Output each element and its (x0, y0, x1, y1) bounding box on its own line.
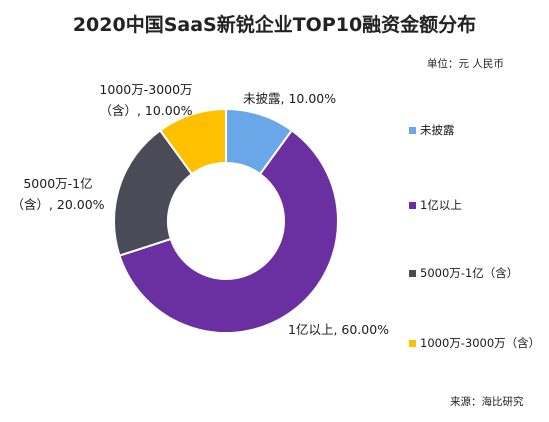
data-label-1: 1亿以上, 60.00% (288, 322, 389, 337)
legend-label: 1000万-3000万（含） (420, 336, 541, 350)
data-labels: 未披露, 10.00% 1亿以上, 60.00% 5000万-1亿（含）, 20.0… (11, 82, 389, 337)
source-note: 来源：海比研究 (450, 396, 524, 408)
unit-note: 单位：元 人民币 (427, 58, 504, 70)
legend-item-2: 5000万-1亿（含） (409, 265, 518, 281)
legend-label: 未披露 (420, 123, 455, 137)
legend-item-0: 未披露 (409, 122, 455, 138)
legend-item-3: 1000万-3000万（含） (409, 335, 540, 351)
legend-swatch (409, 339, 416, 347)
legend-label: 1亿以上 (420, 198, 462, 212)
data-label-2: 5000万-1亿（含）, 20.00% (11, 176, 104, 212)
legend-label: 5000万-1亿（含） (420, 266, 519, 280)
donut-slice-1 (118, 128, 339, 334)
chart-title: 2020中国SaaS新锐企业TOP10融资金额分布 (72, 14, 477, 36)
data-label-0: 未披露, 10.00% (243, 91, 336, 106)
legend-swatch (409, 269, 416, 277)
legend-swatch (409, 126, 416, 134)
legend-item-1: 1亿以上 (409, 197, 462, 213)
data-label-3: 1000万-3000万（含）, 10.00% (99, 82, 192, 118)
donut-slice-3 (158, 107, 227, 176)
legend-swatch (409, 201, 416, 209)
donut-slices (113, 107, 339, 334)
